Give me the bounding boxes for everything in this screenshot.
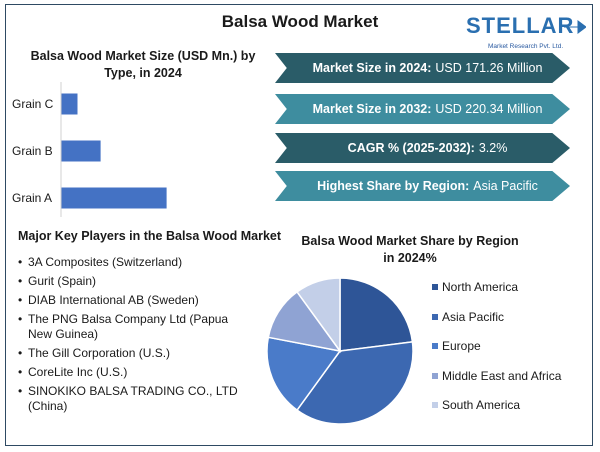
list-item: SINOKIKO BALSA TRADING CO., LTD (China) — [18, 384, 268, 414]
stat-value: USD 171.26 Million — [435, 61, 543, 75]
stat-value: USD 220.34 Million — [435, 102, 543, 116]
legend-item: North America — [432, 280, 561, 295]
stat-cagr: CAGR % (2025-2032): 3.2% — [275, 133, 570, 163]
stat-value: Asia Pacific — [473, 179, 538, 193]
key-players-list: 3A Composites (Switzerland) Gurit (Spain… — [18, 255, 268, 414]
type-bar-chart: Grain C Grain B Grain A — [12, 82, 167, 217]
pie-chart-title: Balsa Wood Market Share by Region in 202… — [301, 234, 519, 265]
legend-label: North America — [442, 280, 519, 294]
stat-label: CAGR % (2025-2032): — [347, 141, 475, 155]
legend-swatch — [432, 402, 438, 408]
bar-grain-c — [61, 93, 78, 115]
bar-grain-b — [61, 140, 101, 162]
legend-item: Middle East and Africa — [432, 369, 561, 384]
legend-swatch — [432, 313, 438, 320]
bar-grain-a — [61, 187, 167, 209]
pie-legend: North America Asia Pacific Europe Middle Ea… — [432, 280, 561, 428]
legend-label: Europe — [442, 339, 481, 353]
legend-swatch — [432, 284, 438, 290]
bar-chart-title: Balsa Wood Market Size (USD Mn.) by Type… — [30, 49, 256, 80]
list-item: The Gill Corporation (U.S.) — [18, 346, 268, 361]
legend-item: Europe — [432, 339, 561, 354]
pie-slice-north-america — [339, 277, 414, 352]
stat-label: Market Size in 2024: — [312, 61, 432, 75]
bar-category-label: Grain C — [12, 97, 54, 111]
legend-label: Asia Pacific — [442, 309, 505, 324]
list-item: DIAB International AB (Sweden) — [18, 293, 268, 308]
pie-slice-south-america — [296, 277, 341, 354]
legend-label: Middle East and Africa — [442, 368, 562, 383]
stat-label: Highest Share by Region: — [317, 179, 470, 193]
list-item: The PNG Balsa Company Ltd (Papua New Gui… — [18, 312, 243, 342]
stat-label: Market Size in 2032: — [312, 102, 432, 116]
list-item: 3A Composites (Switzerland) — [18, 255, 268, 270]
brand-logo: STELLAR Market Research Pvt. Ltd. — [466, 13, 586, 53]
stat-value: 3.2% — [478, 141, 508, 155]
region-pie-chart — [266, 277, 414, 425]
pie-slice-europe — [266, 336, 342, 412]
stat-highest-region: Highest Share by Region: Asia Pacific — [275, 171, 570, 201]
legend-swatch — [432, 343, 438, 349]
logo-arrow-icon — [564, 20, 586, 34]
page-title: Balsa Wood Market — [221, 12, 379, 31]
legend-item: South America — [432, 398, 561, 413]
logo-tagline: Market Research Pvt. Ltd. — [488, 43, 564, 50]
pie-slice-asia-pacific — [296, 341, 414, 425]
stat-market-size-2024: Market Size in 2024: USD 171.26 Million — [275, 53, 570, 83]
key-players-title: Major Key Players in the Balsa Wood Mark… — [18, 229, 282, 243]
stat-market-size-2032: Market Size in 2032: USD 220.34 Million — [275, 94, 570, 124]
logo-wordmark: STELLAR — [466, 13, 575, 38]
bar-category-label: Grain A — [12, 191, 52, 205]
legend-item: Asia Pacific — [432, 310, 561, 325]
list-item: Gurit (Spain) — [18, 274, 268, 289]
bar-category-label: Grain B — [12, 144, 53, 158]
legend-swatch — [432, 372, 438, 379]
legend-label: South America — [442, 398, 521, 412]
list-item: CoreLite Inc (U.S.) — [18, 365, 268, 380]
